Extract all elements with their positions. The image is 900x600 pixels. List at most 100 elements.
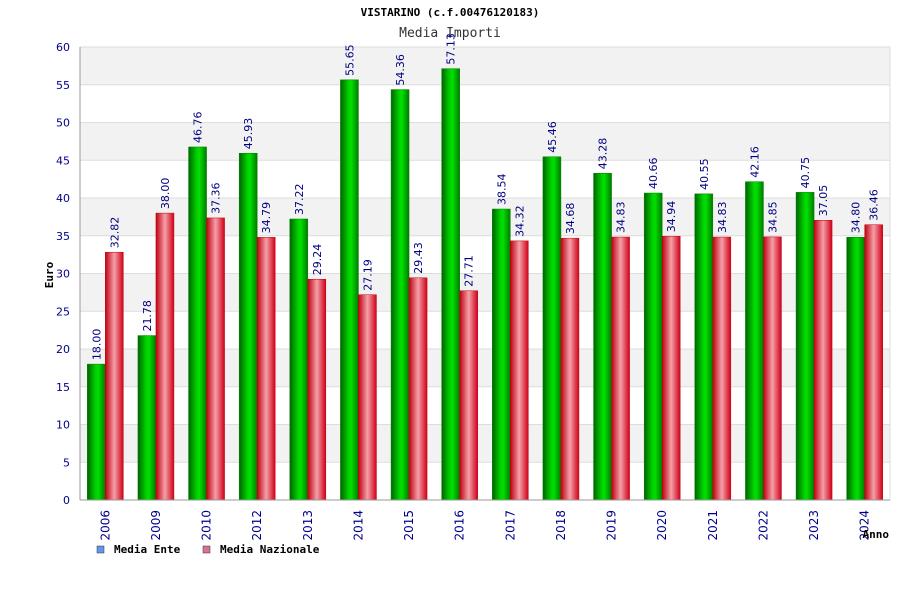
value-label-media-ente-2009: 21.78	[141, 300, 154, 332]
value-label-media-ente-2022: 42.16	[748, 146, 761, 178]
value-label-media-nazionale-2024: 36.46	[868, 189, 881, 221]
y-tick-label: 60	[56, 41, 70, 54]
chart-title: VISTARINO (c.f.00476120183)	[361, 6, 540, 19]
value-label-media-nazionale-2020: 34.94	[665, 201, 678, 233]
x-tick-label-2013: 2013	[301, 510, 315, 541]
legend: Media Ente Media Nazionale	[97, 543, 320, 556]
y-tick-label: 40	[56, 192, 70, 205]
bar-media-ente-2017	[492, 209, 510, 500]
bar-media-ente-2009	[138, 336, 156, 500]
plot-band	[80, 47, 890, 85]
x-axis-ticks: 2006 2009 2010 2012 2013 2014 2015 2016 2017 2018…	[98, 510, 871, 541]
bar-media-nazionale-2016	[460, 291, 478, 500]
bar-media-nazionale-2017	[510, 241, 528, 500]
x-tick-label-2020: 2020	[655, 510, 669, 541]
bar-media-ente-2022	[745, 182, 763, 500]
value-label-media-nazionale-2022: 34.85	[766, 201, 779, 233]
value-label-media-nazionale-2010: 37.36	[210, 182, 223, 214]
legend-label-media-nazionale: Media Nazionale	[220, 543, 320, 556]
bar-media-nazionale-2022	[763, 237, 781, 500]
value-label-media-ente-2017: 38.54	[495, 174, 508, 206]
legend-swatch-media-ente	[97, 546, 104, 553]
y-tick-label: 30	[56, 268, 70, 281]
x-tick-label-2010: 2010	[200, 510, 214, 541]
legend-swatch-media-nazionale	[203, 546, 210, 553]
y-axis-label: Euro	[43, 261, 56, 288]
value-label-media-ente-2010: 46.76	[192, 111, 205, 143]
bar-media-ente-2013	[290, 219, 308, 500]
value-label-media-ente-2024: 34.80	[850, 202, 863, 234]
value-label-media-ente-2019: 43.28	[597, 138, 610, 170]
y-tick-label: 50	[56, 117, 70, 130]
y-tick-label: 45	[56, 154, 70, 167]
bar-media-nazionale-2018	[561, 238, 579, 500]
y-tick-label: 10	[56, 419, 70, 432]
x-tick-label-2017: 2017	[503, 510, 517, 541]
bar-chart: VISTARINO (c.f.00476120183) Media Import…	[0, 0, 900, 600]
bar-media-ente-2019	[594, 173, 612, 500]
y-tick-label: 25	[56, 305, 70, 318]
x-tick-label-2023: 2023	[807, 510, 821, 541]
x-tick-label-2022: 2022	[756, 510, 770, 541]
bar-media-ente-2020	[644, 193, 662, 500]
bar-media-ente-2024	[847, 237, 865, 500]
bar-media-nazionale-2019	[612, 237, 630, 500]
value-label-media-nazionale-2021: 34.83	[716, 202, 729, 234]
bar-media-ente-2012	[239, 153, 257, 500]
bar-media-nazionale-2021	[713, 237, 731, 500]
value-label-media-ente-2014: 55.65	[343, 44, 356, 76]
y-tick-label: 35	[56, 230, 70, 243]
x-tick-label-2012: 2012	[250, 510, 264, 541]
value-label-media-nazionale-2016: 27.71	[463, 255, 476, 287]
value-label-media-nazionale-2018: 34.68	[564, 203, 577, 235]
value-label-media-ente-2016: 57.13	[445, 33, 458, 65]
x-tick-label-2009: 2009	[149, 510, 163, 541]
bar-media-nazionale-2024	[865, 225, 883, 500]
value-label-media-nazionale-2014: 27.19	[361, 259, 374, 291]
value-label-media-ente-2006: 18.00	[90, 329, 103, 361]
bar-media-nazionale-2014	[358, 295, 376, 500]
x-axis-label: Anno	[863, 528, 890, 541]
bar-media-nazionale-2013	[308, 279, 326, 500]
y-tick-label: 20	[56, 343, 70, 356]
bar-media-ente-2015	[391, 90, 409, 500]
bar-media-nazionale-2010	[207, 218, 225, 500]
y-axis-ticks: 0 5 10 15 20 25 30 35 40 45 50 55 60	[56, 41, 70, 507]
value-label-media-nazionale-2015: 29.43	[412, 242, 425, 274]
value-label-media-nazionale-2009: 38.00	[159, 178, 172, 210]
value-label-media-ente-2012: 45.93	[242, 118, 255, 150]
value-label-media-nazionale-2006: 32.82	[108, 217, 121, 249]
x-tick-label-2019: 2019	[605, 510, 619, 541]
y-tick-label: 15	[56, 381, 70, 394]
bar-media-nazionale-2006	[105, 252, 123, 500]
bar-media-nazionale-2020	[662, 236, 680, 500]
bar-media-nazionale-2023	[814, 220, 832, 500]
value-label-media-ente-2021: 40.55	[698, 158, 711, 190]
y-tick-label: 5	[63, 456, 70, 469]
bar-media-ente-2016	[442, 69, 460, 500]
x-tick-label-2016: 2016	[453, 510, 467, 541]
x-tick-label-2015: 2015	[402, 510, 416, 541]
bar-media-ente-2018	[543, 157, 561, 500]
bar-media-nazionale-2012	[257, 237, 275, 500]
y-tick-label: 55	[56, 79, 70, 92]
x-tick-label-2014: 2014	[351, 510, 365, 541]
legend-label-media-ente: Media Ente	[114, 543, 181, 556]
value-label-media-ente-2013: 37.22	[293, 183, 306, 215]
value-label-media-nazionale-2023: 37.05	[817, 185, 830, 217]
value-label-media-ente-2018: 45.46	[546, 121, 559, 153]
x-tick-label-2018: 2018	[554, 510, 568, 541]
x-tick-label-2021: 2021	[706, 510, 720, 541]
y-tick-label: 0	[63, 494, 70, 507]
bar-media-ente-2023	[796, 192, 814, 500]
value-label-media-nazionale-2017: 34.32	[513, 205, 526, 237]
value-label-media-nazionale-2013: 29.24	[311, 244, 324, 276]
bar-media-ente-2010	[189, 147, 207, 500]
value-label-media-ente-2020: 40.66	[647, 158, 660, 190]
value-label-media-nazionale-2019: 34.83	[615, 202, 628, 234]
value-label-media-ente-2015: 54.36	[394, 54, 407, 86]
bar-media-ente-2021	[695, 194, 713, 500]
x-tick-label-2006: 2006	[98, 510, 112, 541]
bar-media-ente-2014	[340, 80, 358, 500]
bar-media-nazionale-2015	[409, 278, 427, 500]
